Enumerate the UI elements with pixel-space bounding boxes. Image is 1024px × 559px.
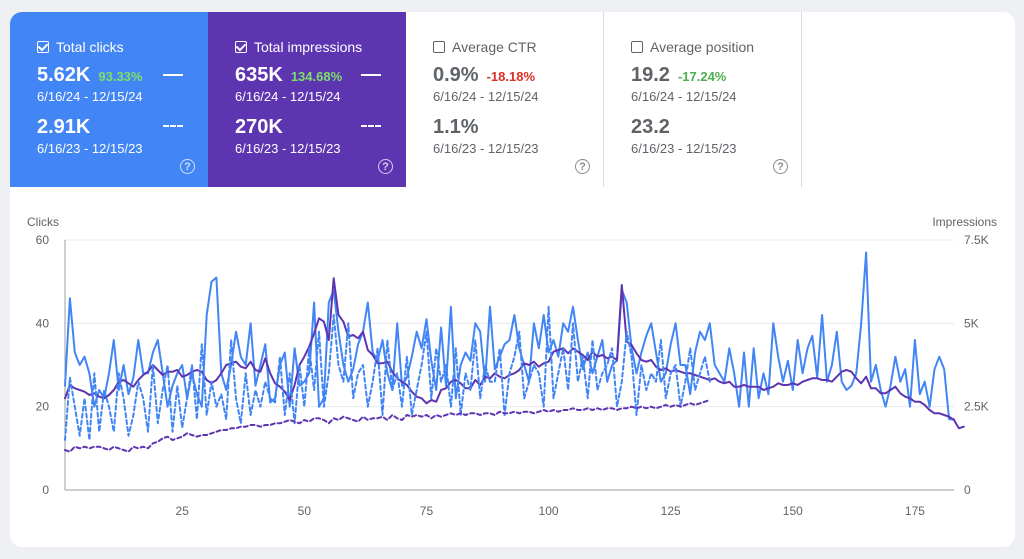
current-date-range: 6/16/24 - 12/15/24 <box>631 89 737 104</box>
right-axis-ticks: 0 2.5K 5K 7.5K <box>964 233 989 497</box>
left-tick-label: 40 <box>36 316 50 330</box>
previous-value: 23.2 <box>631 116 670 138</box>
previous-value: 1.1% <box>433 116 479 138</box>
help-icon[interactable]: ? <box>575 159 590 174</box>
help-icon[interactable]: ? <box>773 159 788 174</box>
gridlines <box>64 239 954 491</box>
right-tick-label: 7.5K <box>964 233 989 247</box>
solid-line-legend-icon <box>163 74 183 76</box>
dashed-line-legend-icon <box>361 125 381 127</box>
previous-date-range: 6/16/23 - 12/15/23 <box>235 141 341 156</box>
metric-label: Total impressions <box>254 39 363 55</box>
previous-date-range: 6/16/23 - 12/15/23 <box>37 141 143 156</box>
checkbox-unchecked-icon[interactable] <box>433 41 445 53</box>
current-value: 19.2 <box>631 64 670 86</box>
current-value: 635K <box>235 64 283 86</box>
previous-value: 2.91K <box>37 116 91 138</box>
current-date-range: 6/16/24 - 12/15/24 <box>37 89 143 104</box>
x-tick-label: 25 <box>176 504 190 518</box>
change-percent: 93.33% <box>98 69 143 84</box>
right-tick-label: 5K <box>964 316 979 330</box>
series-line-impressions-current <box>64 277 965 430</box>
solid-line-legend-icon <box>361 74 381 76</box>
checkbox-unchecked-icon[interactable] <box>631 41 643 53</box>
series-line-clicks-current <box>64 251 955 421</box>
metric-tab-total-clicks[interactable]: Total clicks 5.62K 93.33% 6/16/24 - 12/1… <box>10 12 208 187</box>
series-lines <box>64 251 965 453</box>
x-tick-label: 150 <box>783 504 803 518</box>
dashed-line-legend-icon <box>163 125 183 127</box>
metric-tab-average-ctr[interactable]: Average CTR 0.9% -18.18% 6/16/24 - 12/15… <box>406 12 604 187</box>
performance-card: Total clicks 5.62K 93.33% 6/16/24 - 12/1… <box>10 12 1015 547</box>
previous-value: 270K <box>235 116 283 138</box>
left-axis-title: Clicks <box>27 215 59 229</box>
checkbox-checked-icon[interactable] <box>235 41 247 53</box>
x-axis-ticks: 25 50 75 100 125 150 175 <box>176 504 926 518</box>
change-percent: 134.68% <box>290 69 343 84</box>
help-icon[interactable]: ? <box>378 159 393 174</box>
x-tick-label: 50 <box>298 504 312 518</box>
metric-label: Total clicks <box>56 39 124 55</box>
x-tick-label: 100 <box>539 504 559 518</box>
previous-date-range: 6/16/23 - 12/15/23 <box>631 141 737 156</box>
metric-label: Average CTR <box>452 39 537 55</box>
left-axis-ticks: 0 20 40 60 <box>36 233 50 497</box>
change-percent: -17.24% <box>677 69 727 84</box>
x-tick-label: 175 <box>905 504 925 518</box>
current-value: 5.62K <box>37 64 91 86</box>
left-tick-label: 0 <box>42 483 49 497</box>
series-line-impressions-previous <box>64 399 711 453</box>
x-tick-label: 75 <box>420 504 434 518</box>
x-tick-label: 125 <box>661 504 681 518</box>
metric-label: Average position <box>650 39 755 55</box>
metric-tabs: Total clicks 5.62K 93.33% 6/16/24 - 12/1… <box>10 12 802 187</box>
metric-tab-average-position[interactable]: Average position 19.2 -17.24% 6/16/24 - … <box>604 12 802 187</box>
right-tick-label: 2.5K <box>964 400 989 414</box>
series-line-clicks-previous <box>64 305 711 441</box>
previous-date-range: 6/16/23 - 12/15/23 <box>433 141 539 156</box>
metric-tab-total-impressions[interactable]: Total impressions 635K 134.68% 6/16/24 -… <box>208 12 406 187</box>
change-percent: -18.18% <box>486 69 536 84</box>
performance-line-chart[interactable]: Clicks Impressions 0 20 40 60 0 2.5K 5K 7.5K 2… <box>10 207 1015 547</box>
current-value: 0.9% <box>433 64 479 86</box>
current-date-range: 6/16/24 - 12/15/24 <box>433 89 539 104</box>
checkbox-checked-icon[interactable] <box>37 41 49 53</box>
help-icon[interactable]: ? <box>180 159 195 174</box>
right-tick-label: 0 <box>964 483 971 497</box>
left-tick-label: 60 <box>36 233 50 247</box>
right-axis-title: Impressions <box>932 215 997 229</box>
left-tick-label: 20 <box>36 400 50 414</box>
current-date-range: 6/16/24 - 12/15/24 <box>235 89 341 104</box>
